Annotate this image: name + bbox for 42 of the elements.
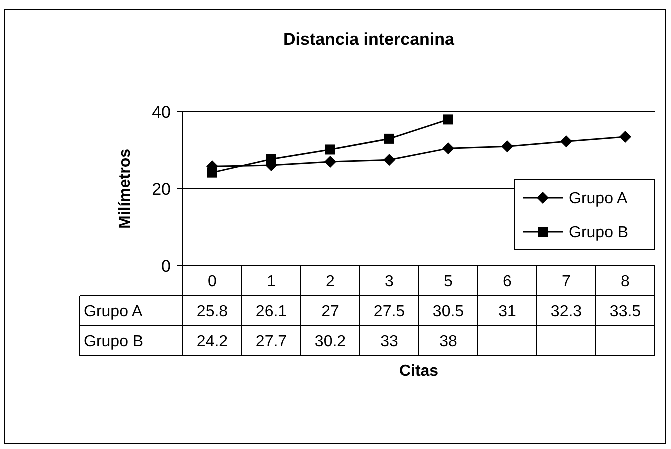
- point: [620, 131, 632, 144]
- text: Grupo A: [84, 304, 143, 321]
- data-label: 27.7: [256, 334, 288, 351]
- x-axis-title: Citas: [399, 363, 439, 380]
- point: [384, 154, 396, 166]
- x-tick-label: 6: [503, 274, 512, 291]
- x-tick-label: 7: [562, 274, 572, 291]
- chart-title: Distancia intercanina: [283, 30, 456, 49]
- point: [444, 114, 454, 125]
- x-tick-label: 3: [385, 274, 394, 291]
- y-axis-title: Milímetros: [117, 148, 134, 230]
- point: [266, 154, 276, 164]
- legend-label: Grupo A: [569, 190, 628, 208]
- y-tick-label: 0: [162, 256, 171, 276]
- text: Grupo B: [84, 334, 144, 351]
- data-label: 27: [322, 304, 340, 321]
- x-tick-label: 8: [621, 274, 630, 291]
- data-label: 24.2: [196, 334, 228, 351]
- data-label: 26.1: [256, 304, 288, 321]
- point: [560, 136, 572, 148]
- data-label: 30.5: [432, 304, 464, 321]
- x-tick-label: 5: [444, 274, 454, 291]
- data-label: 32.3: [550, 304, 582, 321]
- data-label: 31: [498, 304, 516, 321]
- point: [326, 144, 336, 155]
- y-tick-label: 40: [152, 102, 171, 122]
- point: [442, 142, 454, 155]
- x-tick-label: 1: [267, 274, 276, 291]
- point: [502, 140, 514, 153]
- point: [384, 134, 394, 144]
- legend-label: Grupo B: [569, 224, 629, 242]
- data-label: 33: [380, 334, 398, 351]
- x-tick-label: 2: [326, 274, 336, 291]
- data-label: 30.2: [314, 334, 346, 351]
- y-tick-label: 20: [152, 180, 171, 199]
- data-label: 38: [440, 334, 458, 351]
- data-label: 27.5: [374, 304, 406, 321]
- x-tick-label: 0: [208, 274, 218, 291]
- data-label: 25.8: [196, 304, 228, 321]
- data-label: 33.5: [610, 304, 642, 321]
- point: [208, 168, 218, 178]
- point: [324, 156, 336, 168]
